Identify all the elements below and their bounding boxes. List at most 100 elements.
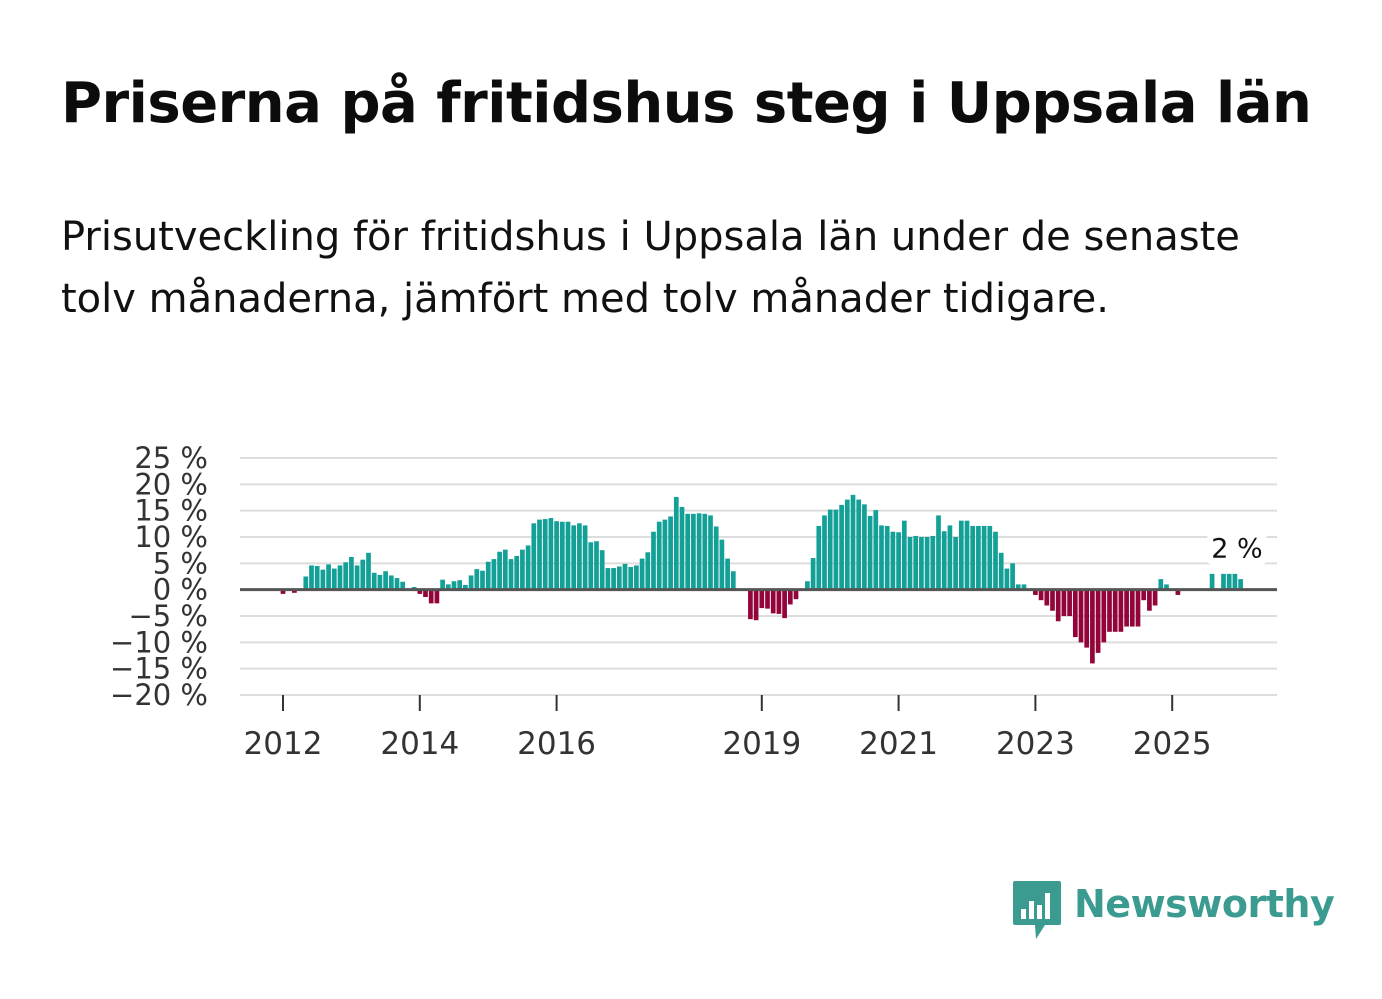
bar [457,580,463,590]
bar [793,589,799,600]
x-tick-label: 2021 [859,726,938,762]
bar [953,537,958,590]
bar [1067,589,1072,616]
bar [993,531,998,590]
bar [645,552,651,590]
bar [1107,589,1112,632]
bar [1061,589,1067,616]
bar [753,589,759,621]
bar [856,499,862,590]
bar [867,515,873,590]
bar [810,558,816,590]
bar [805,581,810,590]
bar [497,551,502,590]
bar [816,525,822,590]
bar [782,589,787,619]
bar [656,521,662,590]
bar [1084,589,1090,648]
y-tick-label: 5 % [153,546,208,580]
bar [1164,584,1169,590]
bar [451,581,457,590]
bar [702,513,708,590]
bar [890,531,896,590]
bar [417,589,423,594]
bar [822,515,827,590]
bar [1044,589,1050,606]
bar [331,568,337,590]
bar [1010,563,1015,590]
bar [679,506,685,590]
bar [371,572,377,590]
bar [765,589,770,609]
bar [776,589,782,614]
bar [1055,589,1061,622]
bar [1112,589,1118,632]
bar [360,559,366,590]
bar [428,589,434,604]
bar [759,589,765,609]
bar [884,525,890,590]
annotation-group: 2 % [1206,533,1267,565]
bar [394,578,400,590]
bar [930,535,936,590]
bar [582,525,588,590]
bar [919,537,924,590]
x-tick-label: 2025 [1133,726,1212,762]
bar [354,565,360,590]
bar [833,509,839,590]
bar [1015,584,1021,590]
annotation-label: 2 % [1211,534,1262,565]
bar [730,571,736,590]
annotation-background [1206,533,1267,565]
x-axis: 2012 2014 2016 2019 2021 2023 2025 [244,695,1212,762]
x-tick-label: 2019 [722,726,801,762]
bar [611,568,616,590]
bar [1129,589,1135,627]
bar [1232,573,1238,590]
bar [1152,589,1158,606]
bar [440,579,445,590]
y-tick-label: 25 % [134,441,208,475]
bar [873,510,879,590]
bar [1021,584,1027,590]
chart-title: Priserna på fritidshus steg i Uppsala lä… [61,71,1312,136]
bar [326,564,331,590]
bar [787,589,793,605]
bar [1209,573,1215,590]
bar [292,589,297,593]
bar [691,513,696,590]
bar [480,570,485,590]
bar [634,565,639,590]
bar [303,576,309,590]
bar [719,539,725,590]
bar [1158,579,1164,590]
y-axis: 25 %20 %15 %10 %5 %0 %−5 %−10 %−15 %−20 … [110,441,208,712]
bar-series [280,494,1243,664]
bar [1226,573,1232,590]
bar [320,569,326,590]
bar [839,504,844,590]
bar [468,575,474,590]
bar [1038,589,1044,601]
bar [508,559,514,590]
bar [1147,589,1152,611]
bar [673,496,679,590]
bar [349,557,354,590]
bar [981,525,987,590]
bar [542,519,548,590]
bar [748,589,753,620]
bar [1221,573,1226,590]
bar [713,526,719,590]
bar [651,531,656,590]
bar [1004,568,1010,590]
newsworthy-logo-icon [1013,881,1061,939]
bar [844,499,850,590]
bar [964,520,970,590]
y-tick-label: 10 % [134,520,208,554]
bar [343,562,349,590]
bar [998,552,1004,590]
bar [947,525,953,590]
bar [1078,589,1084,643]
bar [901,520,907,590]
